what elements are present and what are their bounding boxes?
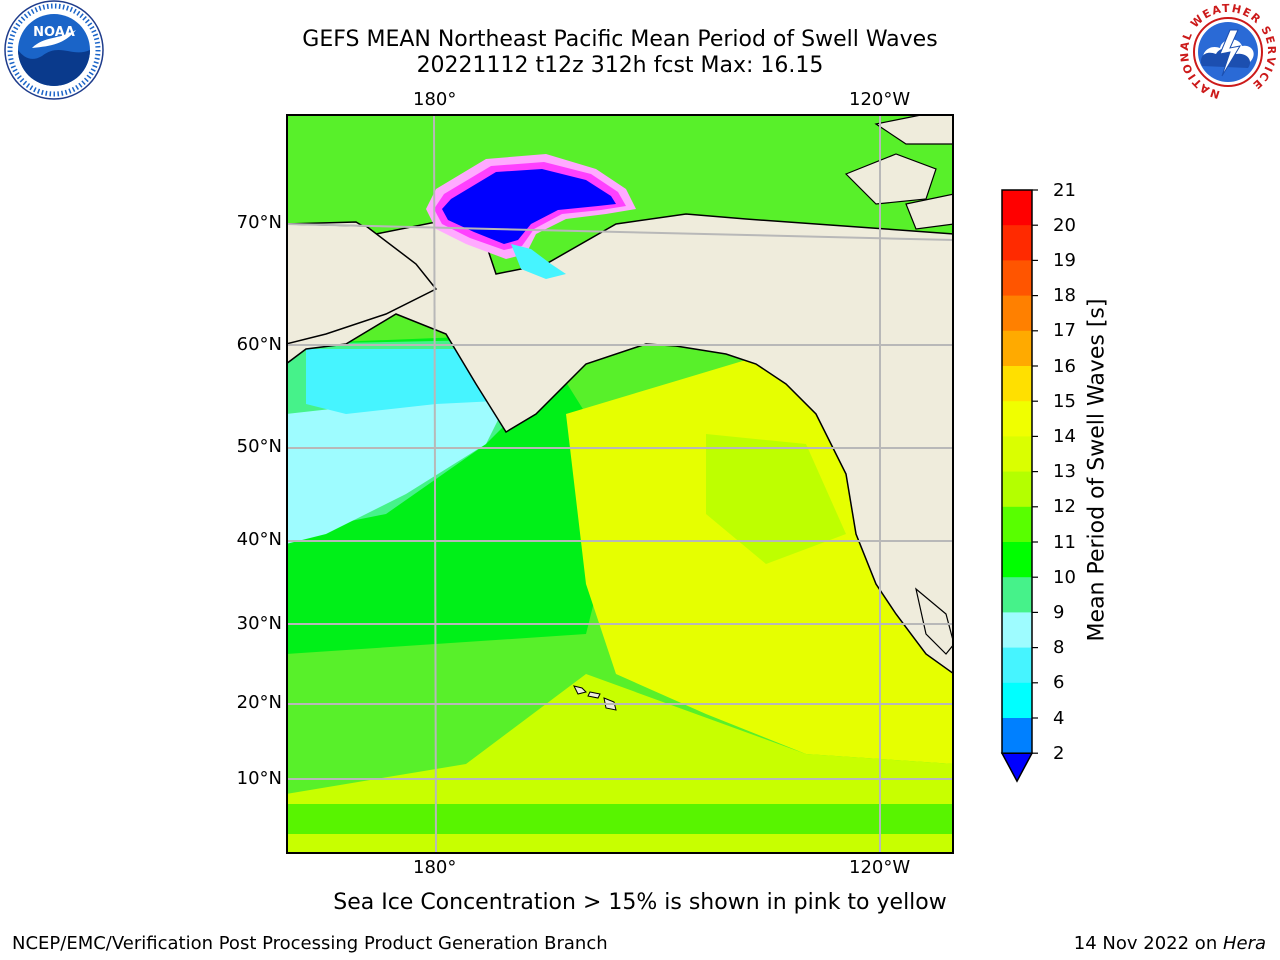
colorbar [1000, 189, 1038, 783]
date-stamp-text: 14 Nov 2022 on [1073, 933, 1223, 954]
lon-label-bottom-120w: 120°W [849, 857, 911, 878]
lat-label-10n: 10°N [236, 768, 282, 789]
colorbar-segment [1002, 577, 1032, 613]
colorbar-extend-arrow [1000, 752, 1034, 783]
colorbar-segment [1002, 542, 1032, 578]
nws-logo: NATIONAL WEATHER SERVICE [1178, 2, 1278, 102]
colorbar-segment [1002, 682, 1032, 719]
lat-label-40n: 40°N [236, 529, 282, 550]
colorbar-tick: 10 [1053, 567, 1076, 588]
colorbar-segment [1002, 471, 1032, 508]
colorbar-tick: 21 [1053, 180, 1076, 201]
colorbar-tick: 18 [1053, 285, 1076, 306]
colorbar-segment [1002, 295, 1032, 332]
date-stamp-host: Hera [1222, 933, 1266, 954]
arctic-island-1 [844, 153, 937, 205]
colorbar-segment [1002, 612, 1032, 649]
lat-label-30n: 30°N [236, 613, 282, 634]
colorbar-segment [1002, 647, 1032, 684]
chart-title-line1: GEFS MEAN Northeast Pacific Mean Period … [302, 27, 938, 52]
noaa-logo-text: NOAA [33, 25, 75, 40]
colorbar-segment [1002, 401, 1032, 437]
arctic-island-3 [905, 193, 954, 230]
colorbar-tick: 2 [1053, 743, 1065, 764]
bering-strait-cyan [511, 244, 566, 279]
ocean-light-cyan-zone [286, 384, 516, 544]
date-stamp: 14 Nov 2022 on Hera [1074, 933, 1266, 954]
lon-label-top-180: 180° [413, 89, 457, 110]
lat-label-50n: 50°N [236, 436, 282, 457]
map-gridlines [286, 114, 954, 854]
colorbar-tick: 8 [1053, 637, 1065, 658]
colorbar-segment [1002, 225, 1032, 261]
baja-peninsula [915, 587, 954, 655]
colorbar-tick: 9 [1053, 602, 1065, 623]
colorbar-tick: 19 [1053, 250, 1076, 271]
colorbar-segment [1002, 260, 1032, 297]
sea-ice-footnote: Sea Ice Concentration > 15% is shown in … [333, 890, 947, 915]
colorbar-tick: 11 [1053, 532, 1076, 553]
colorbar-label: Mean Period of Swell Waves [s] [1084, 298, 1110, 642]
colorbar-tick: 17 [1053, 320, 1076, 341]
lon-label-bottom-180: 180° [413, 857, 457, 878]
lat-label-60n: 60°N [236, 334, 282, 355]
noaa-logo: NOAA [4, 0, 104, 100]
chart-title-line2: 20221112 t12z 312h fcst Max: 16.15 [416, 53, 824, 78]
sea-ice-core [442, 169, 616, 244]
colorbar-tick: 14 [1053, 426, 1076, 447]
lat-label-70n: 70°N [236, 212, 282, 233]
colorbar-segment [1002, 190, 1032, 226]
ocean-central-band [706, 434, 846, 564]
lat-label-20n: 20°N [236, 692, 282, 713]
colorbar-tick: 6 [1053, 672, 1065, 693]
colorbar-segment [1002, 436, 1032, 473]
colorbar-tick: 12 [1053, 496, 1076, 517]
lon-label-top-120w: 120°W [849, 89, 911, 110]
colorbar-segment [1002, 366, 1032, 402]
colorbar-tick: 15 [1053, 391, 1076, 412]
colorbar-segment [1002, 506, 1032, 543]
colorbar-segment [1002, 330, 1032, 367]
ocean-southern-green-band [286, 804, 954, 834]
colorbar-tick: 4 [1053, 708, 1065, 729]
siberia-landmass [286, 223, 438, 345]
colorbar-tick: 16 [1053, 356, 1076, 377]
colorbar-segment [1002, 718, 1032, 754]
colorbar-tick: 20 [1053, 215, 1076, 236]
colorbar-tick: 13 [1053, 461, 1076, 482]
swell-period-map [286, 114, 954, 854]
credit-text: NCEP/EMC/Verification Post Processing Pr… [12, 933, 608, 954]
map-border [286, 114, 954, 854]
